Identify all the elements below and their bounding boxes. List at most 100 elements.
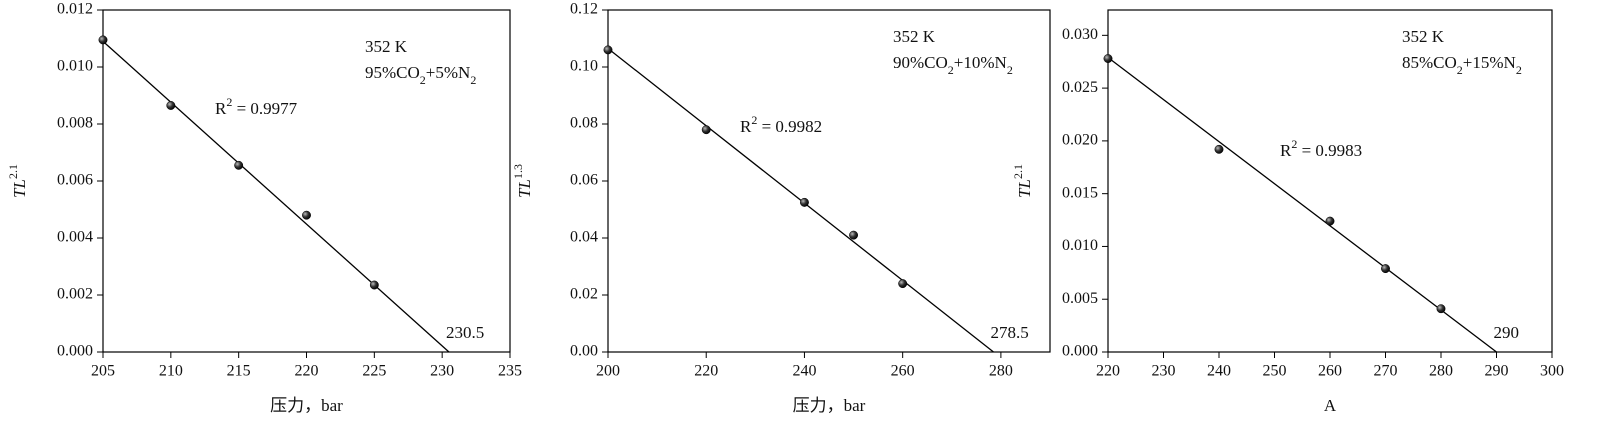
r2-label: R2 = 0.9977	[215, 95, 298, 118]
mixture-label: 95%CO2+5%N2	[365, 63, 476, 87]
fit-line	[1107, 56, 1497, 353]
x-tick-label: 260	[891, 363, 915, 380]
data-point	[898, 279, 908, 289]
y-tick-label: 0.04	[570, 229, 598, 246]
mixture-label-part: +15%N	[1463, 53, 1516, 72]
y-tick-label: 0.000	[1062, 343, 1098, 360]
fit-line	[102, 40, 450, 353]
y-axis-label-part: TL	[1015, 179, 1034, 198]
x-tick-label: 230	[1152, 363, 1176, 380]
x-tick-label: 210	[159, 363, 183, 380]
data-point	[98, 35, 108, 45]
data-point	[1214, 144, 1224, 154]
y-tick-label: 0.025	[1062, 79, 1098, 96]
r2-label-part: 2	[226, 95, 232, 109]
condition-label: 352 K	[365, 37, 408, 56]
mixture-label-part: 2	[420, 73, 426, 87]
x-tick-label: 215	[227, 363, 251, 380]
y-tick-label: 0.015	[1062, 184, 1098, 201]
y-tick-label: 0.020	[1062, 132, 1098, 149]
x-tick-label: 220	[295, 363, 319, 380]
mixture-label-part: 2	[1457, 63, 1463, 77]
intercept-label: 290	[1494, 323, 1520, 342]
data-point	[166, 101, 176, 110]
y-tick-label: 0.002	[57, 286, 93, 303]
data-point	[234, 160, 244, 170]
x-tick-label: 220	[1096, 363, 1120, 380]
data-point	[1103, 54, 1113, 64]
r2-label-part: = 0.9983	[1297, 141, 1362, 160]
r2-label-part: R	[215, 99, 227, 118]
mixture-label-part: 2	[1516, 63, 1522, 77]
y-tick-label: 0.012	[57, 1, 93, 18]
r2-label-part: 2	[1291, 137, 1297, 151]
x-tick-label: 235	[498, 363, 522, 380]
x-tick-label: 280	[1429, 363, 1453, 380]
x-tick-label: 220	[694, 363, 718, 380]
x-tick-label: 205	[91, 363, 115, 380]
r2-label-part: R	[740, 117, 752, 136]
data-point	[603, 45, 613, 55]
r2-label-part: R	[1280, 141, 1292, 160]
intercept-label: 230.5	[446, 323, 484, 342]
r2-label: R2 = 0.9982	[740, 113, 822, 136]
y-tick-label: 0.00	[570, 343, 598, 360]
mixture-label-part: 95%CO	[365, 63, 420, 82]
x-axis-label: A	[1324, 396, 1337, 415]
y-tick-label: 0.08	[570, 115, 598, 132]
x-axis-label: 压力，bar	[793, 396, 866, 415]
data-point	[849, 230, 859, 240]
data-point	[799, 197, 809, 207]
y-tick-label: 0.06	[570, 172, 598, 189]
x-axis-label: 压力，bar	[270, 396, 343, 415]
y-axis-label: TL1.3	[511, 164, 534, 198]
mixture-label: 85%CO2+15%N2	[1402, 53, 1522, 77]
y-axis-label-part: TL	[10, 179, 29, 198]
y-tick-label: 0.000	[57, 343, 93, 360]
y-axis-label-part: 2.1	[6, 164, 20, 179]
intercept-label: 278.5	[991, 323, 1029, 342]
y-axis-label-part: 2.1	[1011, 164, 1025, 179]
x-tick-label: 250	[1263, 363, 1287, 380]
x-tick-label: 280	[989, 363, 1013, 380]
mixture-label-part: +5%N	[426, 63, 471, 82]
mixture-label-part: 2	[1007, 63, 1013, 77]
data-point	[302, 210, 311, 220]
data-point	[701, 125, 711, 135]
y-axis-label: TL2.1	[6, 164, 29, 198]
y-axis-label-part: TL	[515, 179, 534, 198]
mixture-label-part: 2	[470, 73, 476, 87]
plot-frame	[102, 9, 511, 353]
x-tick-label: 240	[1207, 363, 1231, 380]
y-tick-label: 0.10	[570, 58, 598, 75]
y-tick-label: 0.004	[57, 229, 93, 246]
mixture-label: 90%CO2+10%N2	[893, 53, 1013, 77]
mixture-label-part: +10%N	[954, 53, 1007, 72]
r2-label-part: = 0.9977	[232, 99, 297, 118]
y-tick-label: 0.12	[570, 1, 598, 18]
data-point	[369, 280, 379, 290]
data-point	[1436, 304, 1446, 314]
x-tick-label: 240	[792, 363, 816, 380]
y-tick-label: 0.008	[57, 115, 93, 132]
condition-label: 352 K	[893, 27, 936, 46]
y-axis-label: TL2.1	[1011, 164, 1034, 198]
y-tick-label: 0.02	[570, 286, 598, 303]
x-tick-label: 230	[430, 363, 454, 380]
x-tick-label: 225	[362, 363, 386, 380]
r2-label-part: = 0.9982	[757, 117, 822, 136]
x-tick-label: 270	[1374, 363, 1398, 380]
x-tick-label: 200	[596, 363, 620, 380]
y-tick-label: 0.010	[1062, 237, 1098, 254]
y-tick-label: 0.006	[57, 172, 93, 189]
y-axis-label-part: 1.3	[511, 164, 525, 179]
y-tick-label: 0.005	[1062, 290, 1098, 307]
x-tick-label: 290	[1485, 363, 1509, 380]
r2-label: R2 = 0.9983	[1280, 137, 1362, 160]
r2-label-part: 2	[751, 113, 757, 127]
mixture-label-part: 90%CO	[893, 53, 948, 72]
mixture-label-part: 2	[948, 63, 954, 77]
y-tick-label: 0.030	[1062, 26, 1098, 43]
